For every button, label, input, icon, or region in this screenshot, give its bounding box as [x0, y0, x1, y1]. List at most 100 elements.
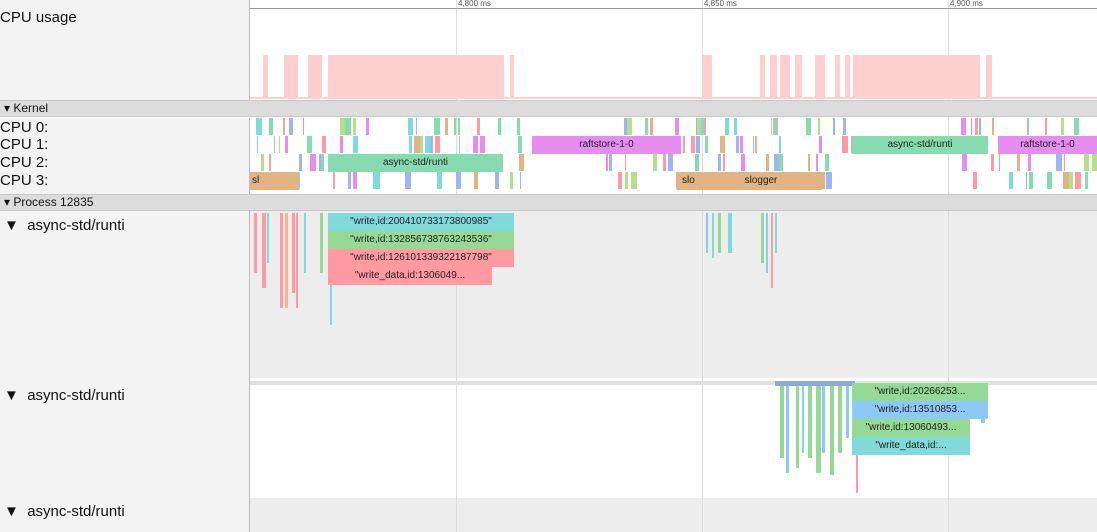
- activity-sliver: [962, 154, 968, 171]
- thread-slice[interactable]: "write_data,id:...: [852, 437, 970, 455]
- activity-sliver: [608, 154, 612, 171]
- activity-sliver: [250, 97, 1097, 99]
- activity-sliver: [770, 118, 773, 135]
- activity-sliver: [414, 136, 420, 153]
- thread-slice[interactable]: "write,id:126101339322187798": [328, 249, 514, 267]
- activity-sliver: [1008, 172, 1013, 189]
- thread-slice[interactable]: "write,id:13060493...: [852, 419, 970, 437]
- cpu-slice[interactable]: async-std/runti: [328, 154, 503, 172]
- activity-sliver: [740, 154, 745, 171]
- thread-title[interactable]: ▼ async-std/runti: [4, 387, 125, 404]
- thread-slice[interactable]: "write,id:200410733173800985": [328, 213, 514, 231]
- cpu-slice[interactable]: slo: [677, 172, 705, 190]
- activity-sliver: [694, 154, 699, 171]
- activity-sliver: [415, 118, 417, 135]
- cpu-slice[interactable]: slogger: [700, 172, 822, 190]
- activity-sliver: [479, 136, 486, 153]
- activity-sliver: [278, 136, 281, 153]
- activity-sliver: [1073, 118, 1079, 135]
- activity-sliver: [308, 55, 322, 98]
- activity-sliver: [830, 383, 834, 475]
- activity-sliver: [822, 383, 825, 453]
- activity-sliver: [510, 172, 513, 189]
- activity-sliver: [695, 136, 700, 153]
- activity-sliver: [310, 154, 316, 171]
- activity-sliver: [974, 118, 979, 135]
- activity-sliver: [1061, 118, 1064, 135]
- activity-sliver: [653, 154, 657, 171]
- activity-sliver: [961, 118, 966, 135]
- activity-sliver: [304, 213, 306, 273]
- activity-sliver: [1045, 118, 1047, 135]
- thread-title[interactable]: ▼ async-std/runti: [4, 503, 125, 520]
- thread-slice[interactable]: "write,id:20266253...: [852, 383, 988, 401]
- activity-sliver: [474, 172, 479, 189]
- activity-sliver: [458, 136, 461, 153]
- activity-sliver: [282, 118, 286, 135]
- activity-sliver: [1028, 172, 1033, 189]
- activity-sliver: [808, 383, 812, 458]
- time-tick: 4,900 ms: [950, 0, 983, 8]
- activity-sliver: [720, 136, 725, 153]
- activity-sliver: [832, 118, 835, 135]
- activity-sliver: [775, 381, 855, 386]
- activity-sliver: [624, 172, 628, 189]
- activity-sliver: [292, 213, 295, 293]
- activity-sliver: [347, 172, 352, 189]
- activity-sliver: [1056, 154, 1061, 171]
- activity-sliver: [991, 118, 995, 135]
- activity-sliver: [649, 118, 653, 135]
- activity-sliver: [766, 213, 768, 273]
- activity-sliver: [704, 136, 709, 153]
- activity-sliver: [476, 118, 480, 135]
- activity-sliver: [321, 154, 324, 171]
- activity-sliver: [307, 136, 312, 153]
- activity-sliver: [256, 136, 258, 153]
- activity-sliver: [775, 213, 777, 253]
- activity-sliver: [843, 118, 846, 135]
- cpu-slice[interactable]: sl: [250, 172, 299, 190]
- activity-sliver: [510, 55, 514, 98]
- activity-sliver: [284, 55, 298, 98]
- activity-sliver: [436, 118, 440, 135]
- group-title: Kernel: [13, 101, 49, 115]
- thread-slice[interactable]: "write_data,id:1306049...: [328, 267, 492, 285]
- activity-sliver: [623, 118, 629, 135]
- activity-sliver: [352, 172, 355, 189]
- activity-sliver: [780, 55, 790, 98]
- grid-line: [948, 0, 949, 532]
- activity-sliver: [795, 55, 802, 98]
- activity-sliver: [986, 55, 992, 98]
- group-header[interactable]: ▾ Process 12835: [0, 194, 1097, 211]
- activity-sliver: [825, 172, 832, 189]
- thread-slice[interactable]: "write,id:13510853...: [852, 401, 988, 419]
- thread-name: async-std/runti: [27, 387, 125, 404]
- thread-slice[interactable]: "write,id:132856738763243536": [328, 231, 514, 249]
- cpu-slice[interactable]: async-std/runti: [852, 136, 988, 154]
- activity-sliver: [322, 136, 327, 153]
- activity-sliver: [978, 118, 981, 135]
- cpu-slice[interactable]: raftstore-1-0: [532, 136, 681, 154]
- thread-title[interactable]: ▼ async-std/runti: [4, 217, 125, 234]
- activity-sliver: [444, 118, 448, 135]
- group-header[interactable]: ▾ Kernel: [0, 100, 1097, 117]
- thread-name: async-std/runti: [27, 503, 125, 520]
- activity-sliver: [796, 383, 799, 468]
- activity-sliver: [518, 136, 523, 153]
- activity-sliver: [497, 118, 502, 135]
- activity-sliver: [775, 118, 777, 135]
- activity-sliver: [1092, 154, 1097, 171]
- cpu-label: CPU 2:: [0, 154, 49, 171]
- activity-sliver: [1068, 172, 1073, 189]
- activity-sliver: [408, 118, 413, 135]
- activity-sliver: [780, 383, 784, 458]
- activity-sliver: [1047, 172, 1052, 189]
- activity-sliver: [740, 136, 744, 153]
- cpu-slice[interactable]: raftstore-1-0: [998, 136, 1097, 154]
- activity-sliver: [663, 154, 666, 171]
- thread-name: async-std/runti: [27, 217, 125, 234]
- activity-sliver: [1063, 154, 1066, 171]
- activity-sliver: [267, 213, 269, 263]
- activity-sliver: [703, 55, 712, 98]
